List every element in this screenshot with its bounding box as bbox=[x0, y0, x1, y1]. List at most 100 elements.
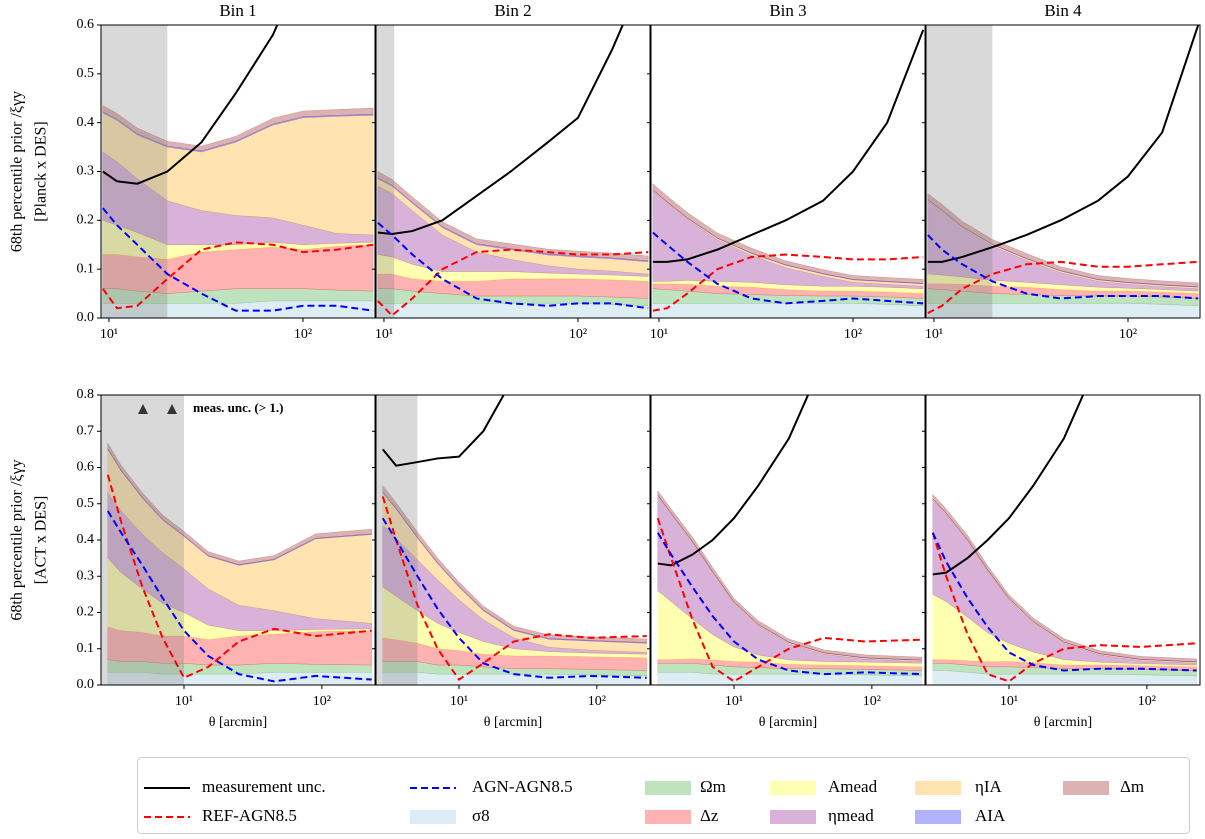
stacked-area bbox=[657, 590, 922, 668]
stacked-area bbox=[377, 254, 649, 282]
annotation-marker bbox=[138, 404, 148, 414]
line bbox=[652, 253, 924, 312]
stacked-area bbox=[652, 283, 924, 299]
y-tick-label: 0.3 bbox=[77, 568, 95, 583]
stacked-area bbox=[927, 198, 1199, 288]
stacked-area bbox=[932, 670, 1197, 685]
stacked-area bbox=[927, 288, 1199, 307]
line bbox=[927, 234, 1199, 300]
x-axis-label: θ [arcmin] bbox=[759, 715, 817, 730]
legend-box bbox=[137, 757, 1190, 834]
stacked-area bbox=[102, 288, 374, 304]
stacked-area bbox=[382, 586, 647, 659]
line bbox=[932, 395, 1085, 576]
annotation: meas. unc. (> 1.) bbox=[193, 400, 283, 415]
annotation-marker bbox=[167, 404, 177, 414]
panel-title: Bin 3 bbox=[769, 1, 806, 20]
stacked-area bbox=[107, 492, 372, 631]
stacked-area bbox=[657, 658, 922, 671]
stacked-area bbox=[107, 448, 372, 624]
y-tick-label: 0.0 bbox=[77, 310, 95, 325]
legend-label: Ωm bbox=[700, 777, 726, 796]
stacked-area bbox=[377, 185, 649, 277]
x-tick-label: 10¹ bbox=[925, 327, 943, 342]
panel-title: Bin 2 bbox=[494, 1, 531, 20]
panel-title: Bin 4 bbox=[1044, 1, 1082, 20]
x-axis-label: θ [arcmin] bbox=[1034, 715, 1092, 730]
panel-title: Bin 1 bbox=[219, 1, 256, 20]
legend-label: Δz bbox=[700, 806, 719, 825]
line bbox=[931, 532, 1197, 672]
legend-swatch bbox=[410, 810, 456, 824]
stacked-area bbox=[102, 244, 374, 294]
stacked-area bbox=[932, 493, 1197, 663]
stacked-area bbox=[382, 484, 647, 643]
panel bbox=[656, 395, 922, 685]
stacked-area bbox=[652, 183, 924, 284]
excluded-scales bbox=[101, 395, 184, 685]
stacked-area bbox=[652, 303, 924, 318]
stacked-area bbox=[927, 303, 1199, 318]
x-tick-label: 10² bbox=[588, 694, 606, 709]
y-tick-label: 0.1 bbox=[77, 261, 95, 276]
stacked-area bbox=[102, 105, 374, 152]
stacked-area bbox=[377, 303, 649, 318]
stacked-area bbox=[927, 199, 1199, 289]
line bbox=[931, 532, 1197, 683]
stacked-area bbox=[382, 637, 647, 671]
stacked-area bbox=[102, 112, 374, 236]
stacked-area bbox=[382, 492, 647, 653]
legend-label: AIA bbox=[975, 806, 1006, 825]
line bbox=[102, 25, 279, 185]
line bbox=[652, 231, 924, 305]
excluded-scales bbox=[376, 25, 395, 318]
excluded-scales bbox=[926, 25, 993, 318]
legend-swatch bbox=[1063, 781, 1109, 795]
stacked-area bbox=[107, 442, 372, 565]
x-axis-label: θ [arcmin] bbox=[209, 715, 267, 730]
panel bbox=[376, 25, 649, 318]
y-tick-label: 0.4 bbox=[77, 532, 95, 547]
line bbox=[927, 25, 1200, 263]
panel bbox=[101, 25, 374, 318]
x-tick-label: 10¹ bbox=[1000, 694, 1018, 709]
excluded-scales bbox=[101, 25, 168, 318]
line bbox=[377, 248, 649, 317]
y-axis-label: [ACT x DES] bbox=[33, 496, 50, 585]
y-tick-label: 0.2 bbox=[77, 605, 95, 620]
line bbox=[381, 517, 647, 679]
legend-label: ηmead bbox=[828, 806, 874, 825]
x-tick-label: 10¹ bbox=[725, 694, 743, 709]
y-tick-label: 0.7 bbox=[77, 423, 95, 438]
y-tick-label: 0.5 bbox=[77, 496, 95, 511]
stacked-area bbox=[377, 273, 649, 299]
stacked-area bbox=[102, 300, 374, 318]
stacked-area bbox=[377, 171, 649, 262]
legend-label: Δm bbox=[1120, 777, 1144, 796]
y-tick-label: 0.3 bbox=[77, 164, 95, 179]
legend-swatch bbox=[770, 810, 816, 824]
stacked-area bbox=[652, 189, 924, 287]
stacked-area bbox=[932, 499, 1197, 666]
legend-label: AGN-AGN8.5 bbox=[472, 777, 573, 796]
stacked-area bbox=[652, 280, 924, 294]
stacked-area bbox=[107, 659, 372, 675]
legend-label: measurement unc. bbox=[202, 777, 326, 796]
legend-label: σ8 bbox=[472, 806, 490, 825]
x-tick-label: 10² bbox=[844, 327, 862, 342]
line bbox=[382, 395, 505, 467]
y-tick-label: 0.4 bbox=[77, 115, 95, 130]
legend-label: ηIA bbox=[975, 777, 1003, 796]
panel bbox=[652, 29, 925, 318]
stacked-area bbox=[382, 491, 647, 644]
y-axis-label: 68th percentile prior /ξγy bbox=[9, 91, 26, 252]
stacked-area bbox=[377, 288, 649, 307]
stacked-area bbox=[657, 494, 922, 662]
line bbox=[652, 29, 925, 263]
stacked-area bbox=[657, 489, 922, 661]
x-axis-label: θ [arcmin] bbox=[484, 715, 542, 730]
line bbox=[106, 510, 372, 683]
legend-swatch bbox=[915, 810, 961, 824]
